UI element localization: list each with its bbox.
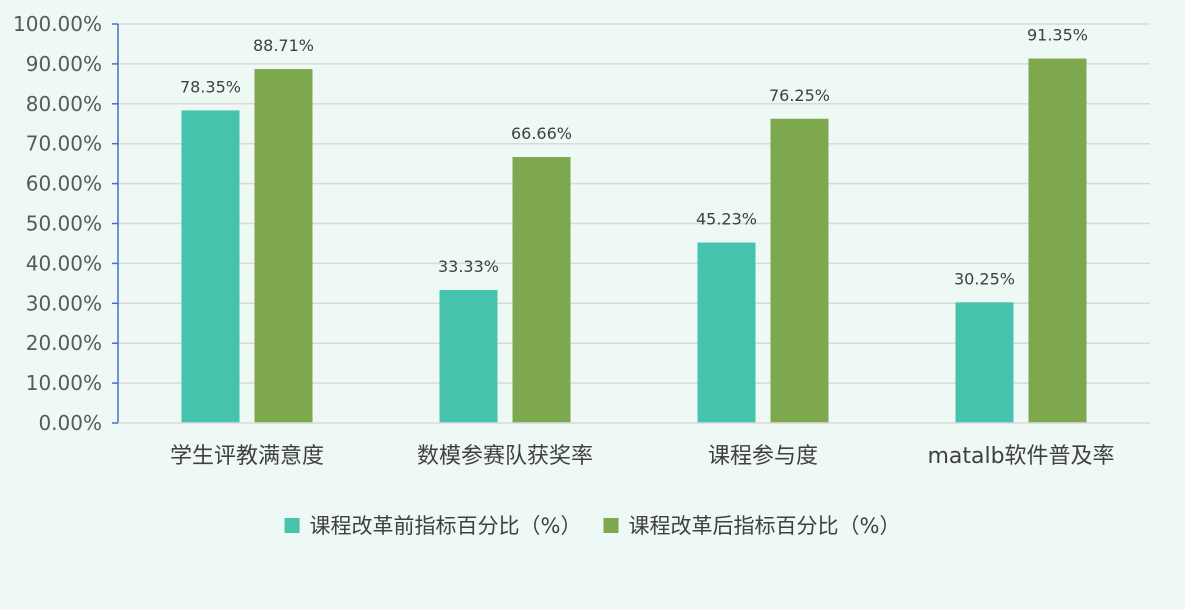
y-tick-label: 70.00% xyxy=(26,132,102,156)
y-tick-label: 30.00% xyxy=(26,291,102,315)
x-category-label: 数模参赛队获奖率 xyxy=(417,444,593,469)
bar-before-2 xyxy=(697,242,756,423)
y-tick-label: 100.00% xyxy=(13,12,102,36)
y-tick-label: 40.00% xyxy=(26,251,102,275)
y-tick-label: 90.00% xyxy=(26,52,102,76)
bars xyxy=(181,58,1087,424)
y-tick-label: 80.00% xyxy=(26,92,102,116)
legend-label: 课程改革后指标百分比（%） xyxy=(629,514,901,538)
bar-before-3 xyxy=(955,302,1014,423)
legend-item: 课程改革前指标百分比（%） xyxy=(284,514,582,538)
y-tick-label: 50.00% xyxy=(26,212,102,236)
legend-item: 课程改革后指标百分比（%） xyxy=(603,514,901,538)
bar-before-1 xyxy=(439,290,498,423)
data-label: 88.71% xyxy=(253,36,314,55)
x-category-label: matalb软件普及率 xyxy=(927,444,1114,469)
bar-after-0 xyxy=(254,69,313,424)
legend-label: 课程改革前指标百分比（%） xyxy=(310,514,582,538)
bar-after-3 xyxy=(1028,58,1087,424)
legend: 课程改革前指标百分比（%） 课程改革后指标百分比（%） xyxy=(284,514,901,538)
data-label: 30.25% xyxy=(954,269,1015,288)
bar-after-1 xyxy=(512,157,571,423)
data-label: 33.33% xyxy=(438,257,499,276)
x-category-label: 课程参与度 xyxy=(708,444,818,469)
y-tick-label: 10.00% xyxy=(26,371,102,395)
legend-swatch xyxy=(603,518,619,533)
y-tick-label: 0.00% xyxy=(38,411,102,435)
y-tick-label: 60.00% xyxy=(26,172,102,196)
y-tick-label: 20.00% xyxy=(26,331,102,355)
data-label: 66.66% xyxy=(511,124,572,143)
x-category-label: 学生评教满意度 xyxy=(170,444,324,469)
data-label: 76.25% xyxy=(769,86,830,105)
axes: 0.00% 10.00% 20.00% 30.00% 40.00% 50.00% 60.00… xyxy=(13,12,1150,435)
data-label: 45.23% xyxy=(696,210,757,229)
data-label: 78.35% xyxy=(180,77,241,96)
bar-before-0 xyxy=(181,110,240,424)
legend-swatch xyxy=(284,518,300,533)
bar-after-2 xyxy=(770,118,829,423)
data-labels: 78.35% 88.71% 学生评教满意度 33.33% 66.66% 数模参赛队获奖率 4… xyxy=(170,26,1115,469)
data-label: 91.35% xyxy=(1027,26,1088,45)
